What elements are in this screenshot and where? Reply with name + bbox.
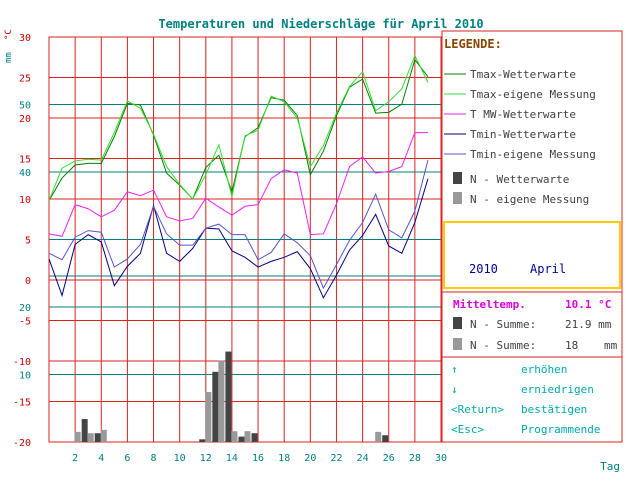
legend-item-label: N - Wetterwarte — [470, 173, 569, 186]
bar-precip-station — [212, 371, 219, 442]
precip-sum-2-unit: mm — [604, 339, 618, 352]
help-action: erhöhen — [521, 363, 567, 376]
x-tick-label: 2 — [72, 453, 78, 464]
bar-precip-station — [225, 351, 232, 442]
legend-item-label: Tmax-eigene Messung — [470, 88, 596, 101]
grid — [48, 36, 442, 443]
legend-border — [441, 30, 623, 443]
key-help: ↑ erhöhen ↓ erniedrigen <Return> bestätigen <E… — [451, 363, 600, 436]
precip-sum-2-label: N - Summe: — [470, 339, 536, 352]
series-line — [48, 132, 428, 237]
precip-sum-2-swatch — [453, 338, 462, 350]
y-tick-temp: 30 — [19, 33, 31, 44]
help-action: bestätigen — [521, 403, 587, 416]
bar-precip-own — [375, 431, 382, 442]
bar-precip-station — [94, 433, 101, 442]
x-tick-label: 24 — [357, 453, 369, 464]
y-tick-temp: 0 — [25, 276, 31, 287]
y-tick-temp: -10 — [13, 357, 31, 368]
legend-bar-swatch — [453, 192, 462, 204]
x-tick-label: 30 — [435, 453, 447, 464]
help-key: <Esc> — [451, 423, 484, 436]
x-tick-label: 26 — [383, 453, 395, 464]
bar-precip-own — [205, 392, 212, 442]
y-tick-temp: -5 — [19, 317, 31, 328]
bar-precip-station — [238, 436, 245, 442]
axis-ticks: mm °C Tag -20 -15 -10 -5 0 5 10 15 20 25 30 10 20 40 5… — [4, 29, 620, 473]
y-tick-temp: 20 — [19, 114, 31, 125]
precipitation-bars — [74, 351, 389, 442]
x-tick-label: 18 — [278, 453, 290, 464]
help-key: ↓ — [451, 383, 458, 396]
bar-precip-station — [81, 419, 88, 442]
y-tick-precip: 10 — [19, 371, 31, 382]
bar-precip-own — [218, 360, 225, 442]
y-tick-precip: 20 — [19, 303, 31, 314]
legend-heading: LEGENDE: — [444, 37, 502, 51]
precip-sum-1-label: N - Summe: — [470, 318, 536, 331]
x-tick-label: 12 — [200, 453, 212, 464]
bar-precip-own — [244, 431, 251, 442]
bar-precip-own — [87, 433, 94, 442]
legend-items: Tmax-Wetterwarte Tmax-eigene Messung T MW-… — [444, 68, 596, 206]
y-tick-temp: -20 — [13, 438, 31, 449]
x-tick-label: 4 — [98, 453, 104, 464]
y-tick-temp: 5 — [25, 236, 31, 247]
x-unit-label: Tag — [600, 460, 620, 473]
legend-panel: LEGENDE: Tmax-Wetterwarte Tmax-eigene Mes… — [441, 30, 623, 443]
series-line — [48, 58, 429, 201]
chart-title: Temperaturen und Niederschläge für April… — [158, 17, 483, 31]
series-line — [48, 54, 429, 201]
y-tick-temp: -15 — [13, 398, 31, 409]
legend-bar-swatch — [453, 172, 462, 184]
bar-precip-own — [100, 429, 107, 442]
help-key: ↑ — [451, 363, 458, 376]
x-tick-label: 28 — [409, 453, 421, 464]
y-tick-temp: 15 — [19, 155, 31, 166]
y-tick-temp: 10 — [19, 195, 31, 206]
legend-item-label: Tmax-Wetterwarte — [470, 68, 576, 81]
period-month: April — [530, 262, 566, 276]
bar-precip-station — [199, 439, 206, 442]
temperature-lines — [48, 54, 429, 299]
help-key: <Return> — [451, 403, 504, 416]
help-action: erniedrigen — [521, 383, 594, 396]
x-tick-label: 22 — [330, 453, 342, 464]
precip-sum-1-value: 21.9 mm — [565, 318, 612, 331]
legend-item-label: N - eigene Messung — [470, 193, 589, 206]
mean-temp-value: 10.1 °C — [565, 298, 611, 311]
period-year: 2010 — [469, 262, 498, 276]
x-tick-label: 16 — [252, 453, 264, 464]
series-line — [48, 159, 429, 290]
x-tick-label: 8 — [151, 453, 157, 464]
legend-item-label: Tmin-eigene Messung — [470, 148, 596, 161]
bar-precip-station — [382, 435, 389, 442]
precip-sum-1-swatch — [453, 317, 462, 329]
mean-temp-label: Mitteltemp. — [453, 298, 526, 311]
period-box — [443, 221, 621, 289]
help-action: Programmende — [521, 423, 600, 436]
legend-item-label: T MW-Wetterwarte — [470, 108, 576, 121]
y-unit-temp: °C — [4, 29, 14, 40]
y-unit-precip: mm — [4, 52, 14, 63]
x-tick-label: 10 — [174, 453, 186, 464]
y-tick-precip: 50 — [19, 101, 31, 112]
precip-sum-2-value: 18 — [565, 339, 578, 352]
y-tick-temp: 25 — [19, 74, 31, 85]
bar-precip-own — [231, 431, 238, 442]
x-tick-label: 14 — [226, 453, 238, 464]
bar-precip-own — [74, 431, 81, 442]
series-line — [48, 178, 429, 299]
bar-precip-station — [251, 433, 258, 442]
x-tick-label: 6 — [124, 453, 130, 464]
x-tick-label: 20 — [304, 453, 316, 464]
y-tick-precip: 40 — [19, 168, 31, 179]
legend-item-label: Tmin-Wetterwarte — [470, 128, 576, 141]
